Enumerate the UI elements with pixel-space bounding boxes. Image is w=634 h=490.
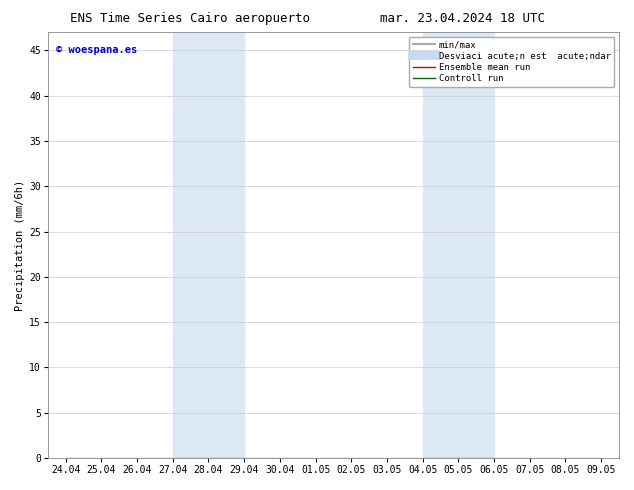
Y-axis label: Precipitation (mm/6h): Precipitation (mm/6h) — [15, 179, 25, 311]
Text: ENS Time Series Cairo aeropuerto: ENS Time Series Cairo aeropuerto — [70, 12, 310, 25]
Bar — [173, 32, 244, 458]
Text: © woespana.es: © woespana.es — [56, 45, 138, 55]
Text: mar. 23.04.2024 18 UTC: mar. 23.04.2024 18 UTC — [380, 12, 545, 25]
Bar — [423, 32, 494, 458]
Legend: min/max, Desviaci acute;n est  acute;ndar, Ensemble mean run, Controll run: min/max, Desviaci acute;n est acute;ndar… — [409, 37, 614, 87]
